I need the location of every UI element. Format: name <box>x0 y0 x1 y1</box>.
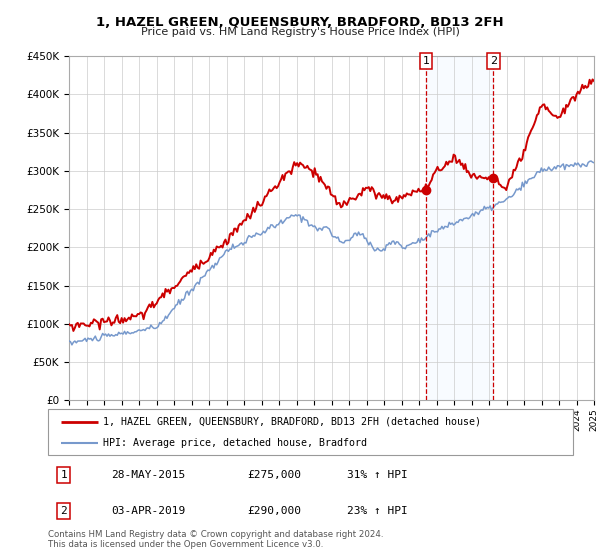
Text: 23% ↑ HPI: 23% ↑ HPI <box>347 506 408 516</box>
Bar <box>426 56 493 400</box>
Text: Price paid vs. HM Land Registry's House Price Index (HPI): Price paid vs. HM Land Registry's House … <box>140 27 460 37</box>
Text: 2: 2 <box>490 56 497 66</box>
FancyBboxPatch shape <box>48 409 573 455</box>
Text: £290,000: £290,000 <box>248 506 302 516</box>
Text: £275,000: £275,000 <box>248 470 302 480</box>
Text: 28-MAY-2015: 28-MAY-2015 <box>111 470 185 480</box>
Text: This data is licensed under the Open Government Licence v3.0.: This data is licensed under the Open Gov… <box>48 540 323 549</box>
Text: 03-APR-2019: 03-APR-2019 <box>111 506 185 516</box>
Text: 31% ↑ HPI: 31% ↑ HPI <box>347 470 408 480</box>
Text: 1, HAZEL GREEN, QUEENSBURY, BRADFORD, BD13 2FH (detached house): 1, HAZEL GREEN, QUEENSBURY, BRADFORD, BD… <box>103 417 481 427</box>
Text: 2: 2 <box>61 506 67 516</box>
Text: 1: 1 <box>422 56 430 66</box>
Text: Contains HM Land Registry data © Crown copyright and database right 2024.: Contains HM Land Registry data © Crown c… <box>48 530 383 539</box>
Text: 1: 1 <box>61 470 67 480</box>
Text: HPI: Average price, detached house, Bradford: HPI: Average price, detached house, Brad… <box>103 438 367 448</box>
Text: 1, HAZEL GREEN, QUEENSBURY, BRADFORD, BD13 2FH: 1, HAZEL GREEN, QUEENSBURY, BRADFORD, BD… <box>96 16 504 29</box>
